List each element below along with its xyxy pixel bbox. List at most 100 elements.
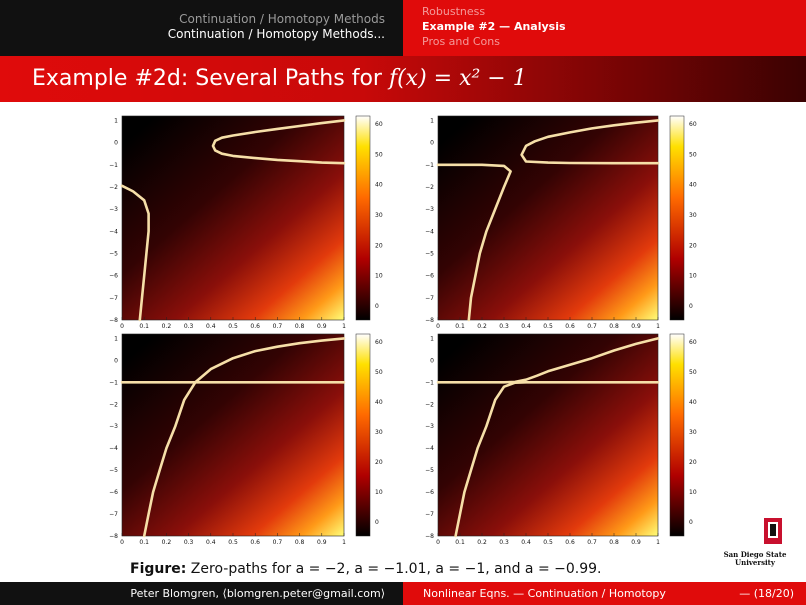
colorbar-tick-label: 40 (375, 399, 383, 406)
colorbar-tick-label: 30 (375, 212, 383, 219)
header-section-title[interactable]: Continuation / Homotopy Methods (179, 12, 385, 26)
x-tick-label: 0.4 (521, 323, 531, 330)
y-tick-label: −2 (109, 401, 118, 408)
colorbar-tick-label: 10 (375, 273, 383, 280)
colorbar-tick-label: 60 (689, 339, 697, 346)
colorbar-tick-label: 20 (689, 242, 697, 249)
x-tick-label: 0.4 (206, 323, 216, 330)
slide-title-math: f(x) = x² − 1 (388, 66, 527, 91)
x-tick-label: 1 (342, 323, 346, 330)
colorbar (355, 333, 371, 537)
y-tick-label: −5 (109, 467, 118, 474)
y-tick-label: −8 (109, 317, 118, 324)
y-tick-label: −3 (425, 423, 434, 430)
colorbar-tick-label: 10 (689, 489, 697, 496)
y-tick-label: 0 (430, 357, 434, 364)
header-subsection-title[interactable]: Continuation / Homotopy Methods... (167, 27, 385, 41)
x-tick-label: 0.6 (250, 323, 260, 330)
nav-item-robustness[interactable]: Robustness (422, 5, 486, 18)
colorbar (669, 115, 685, 321)
x-tick-label: 0.6 (250, 539, 260, 546)
colorbar-tick-label: 10 (375, 489, 383, 496)
y-tick-label: −1 (425, 379, 434, 386)
zero-path (211, 119, 346, 165)
x-tick-label: 0.4 (521, 539, 531, 546)
x-tick-label: 0.2 (162, 539, 172, 546)
y-tick-label: −6 (109, 489, 118, 496)
figure-panels: 0 0.1 0.2 0.3 0.4 0.5 0.6 0.7 0.8 0.9 110−1−2−3−4−… (109, 115, 697, 546)
x-tick-label: 0.3 (184, 323, 194, 330)
colorbar-tick-label: 50 (689, 369, 697, 376)
y-tick-label: −6 (109, 273, 118, 280)
y-tick-label: −8 (425, 317, 434, 324)
x-tick-label: 0.9 (317, 323, 327, 330)
colorbar-tick-label: 60 (689, 121, 697, 128)
zero-path (436, 163, 512, 322)
colorbar-tick-label: 30 (689, 212, 697, 219)
slide-header: Continuation / Homotopy Methods Continua… (0, 0, 806, 56)
x-tick-label: 0.8 (609, 323, 619, 330)
sdsu-logo: San Diego State University (722, 518, 788, 567)
x-tick-label: 0.7 (273, 323, 283, 330)
y-tick-label: −6 (425, 273, 434, 280)
y-tick-label: −1 (109, 162, 118, 169)
colorbar-tick-label: 50 (375, 151, 383, 158)
colorbar-tick-label: 0 (689, 519, 693, 526)
x-tick-label: 1 (342, 539, 346, 546)
y-tick-label: 1 (114, 335, 118, 342)
x-tick-label: 0 (436, 323, 440, 330)
y-tick-label: −7 (109, 295, 118, 302)
x-tick-label: 0.2 (477, 539, 487, 546)
x-tick-label: 0.1 (139, 539, 149, 546)
sdsu-mark-icon (764, 518, 782, 544)
x-tick-label: 0 (120, 539, 124, 546)
colorbar-tick-label: 40 (689, 399, 697, 406)
x-tick-label: 0.5 (228, 539, 238, 546)
zero-path (520, 119, 660, 165)
y-tick-label: 1 (430, 335, 434, 342)
footer-course: Nonlinear Eqns. — Continuation / Homotop… (423, 587, 666, 600)
colorbar-tick-label: 50 (375, 369, 383, 376)
y-tick-label: −4 (109, 445, 118, 452)
y-tick-label: −5 (425, 467, 434, 474)
x-tick-label: 0.2 (162, 323, 172, 330)
x-tick-label: 0 (120, 323, 124, 330)
y-tick-label: −5 (109, 250, 118, 257)
zero-path (436, 337, 660, 384)
x-tick-label: 0.9 (317, 539, 327, 546)
zero-path (120, 184, 150, 322)
heatmap-panel: 0 0.1 0.2 0.3 0.4 0.5 0.6 0.7 0.8 0.9 110−1−2−3−4−… (425, 333, 697, 546)
heatmap-field (122, 334, 344, 536)
y-tick-label: 1 (114, 117, 118, 124)
y-tick-label: −7 (425, 295, 434, 302)
heatmap-panel: 0 0.1 0.2 0.3 0.4 0.5 0.6 0.7 0.8 0.9 110−1−2−3−4−… (109, 115, 383, 330)
slide-title-bar: Example #2d: Several Paths for f(x) = x²… (0, 56, 806, 102)
x-tick-label: 0.9 (631, 539, 641, 546)
nav-item-example2[interactable]: Example #2 — Analysis (422, 20, 566, 33)
y-tick-label: −1 (425, 162, 434, 169)
y-tick-label: −7 (425, 511, 434, 518)
y-tick-label: −2 (109, 184, 118, 191)
y-tick-label: −6 (425, 489, 434, 496)
slide-footer: Peter Blomgren, ⟨blomgren.peter@gmail.co… (0, 582, 806, 605)
x-tick-label: 0.7 (587, 539, 597, 546)
caption-label: Figure: (130, 561, 187, 577)
y-tick-label: −4 (425, 445, 434, 452)
y-tick-label: 0 (114, 140, 118, 147)
x-tick-label: 0.7 (273, 539, 283, 546)
heatmap-field (122, 116, 344, 320)
heatmap-panel: 0 0.1 0.2 0.3 0.4 0.5 0.6 0.7 0.8 0.9 110−1−2−3−4−… (425, 115, 697, 330)
slide-title-prefix: Example #2d: Several Paths for (32, 66, 389, 91)
colorbar-tick-label: 60 (375, 339, 383, 346)
y-tick-label: 0 (430, 140, 434, 147)
colorbar-tick-label: 10 (689, 273, 697, 280)
nav-item-pros-cons[interactable]: Pros and Cons (422, 35, 500, 48)
y-tick-label: −4 (109, 228, 118, 235)
x-tick-label: 0.1 (455, 539, 465, 546)
logo-line1: San Diego State (723, 550, 787, 559)
x-tick-label: 0.3 (499, 539, 509, 546)
caption-text: Zero-paths for a = −2, a = −1.01, a = −1… (186, 561, 602, 577)
x-tick-label: 0.1 (139, 323, 149, 330)
x-tick-label: 0.8 (609, 539, 619, 546)
y-tick-label: −7 (109, 511, 118, 518)
